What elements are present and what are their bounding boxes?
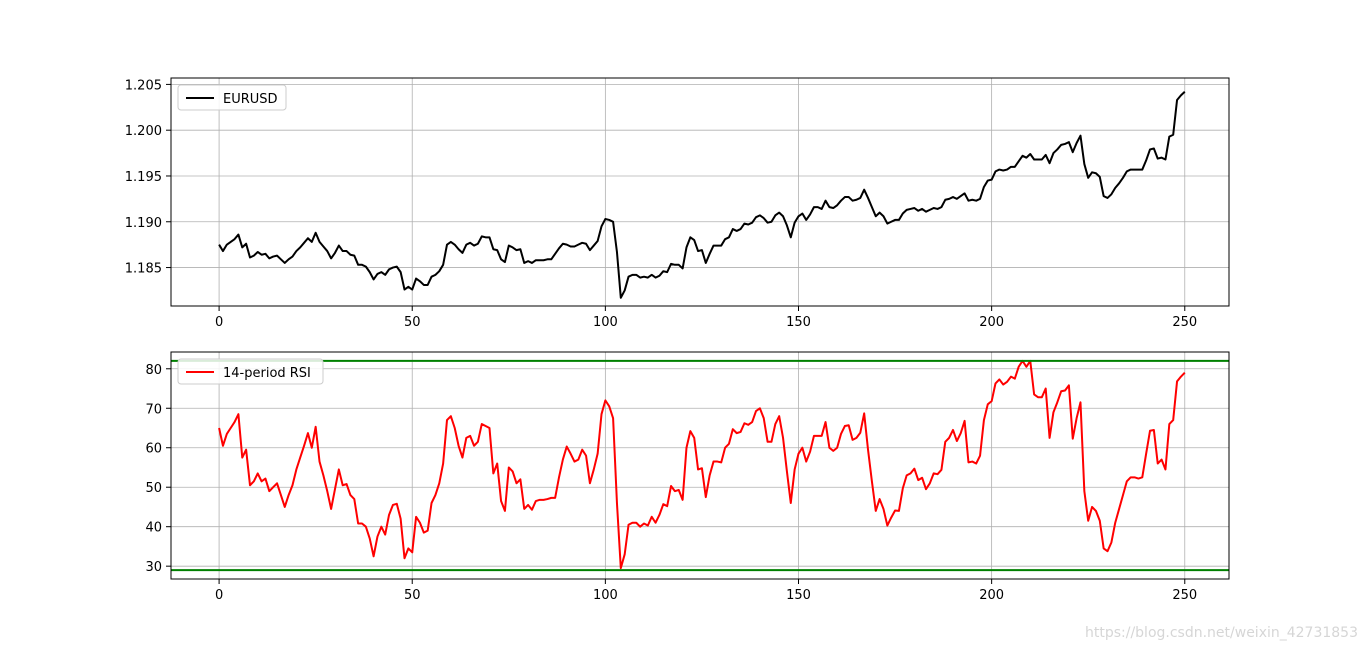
chart-panel-1: 0 50 100 150 200 250 1.185 1.190 1.195 1.200 1.205… bbox=[125, 77, 1230, 330]
x-tick-label: 200 bbox=[979, 315, 1004, 330]
legend: 14-period RSI bbox=[177, 358, 324, 385]
y-tick-label: 1.195 bbox=[125, 170, 162, 185]
x-tick-label: 250 bbox=[1172, 588, 1197, 603]
x-tick-label: 200 bbox=[979, 588, 1004, 603]
y-tick-label: 50 bbox=[145, 481, 162, 496]
x-tick-label: 100 bbox=[593, 588, 618, 603]
y-tick-label: 1.200 bbox=[125, 124, 162, 139]
y-tick-label: 1.185 bbox=[125, 262, 162, 277]
x-tick-label: 50 bbox=[404, 588, 421, 603]
y-tick-label: 70 bbox=[145, 402, 162, 417]
series-line-eurusd bbox=[218, 91, 1186, 299]
x-tick-label: 150 bbox=[786, 315, 811, 330]
y-tick-label: 1.190 bbox=[125, 216, 162, 231]
x-tick-label: 50 bbox=[404, 315, 421, 330]
y-tick-label: 30 bbox=[145, 560, 162, 575]
chart-panel-2: 0 50 100 150 200 250 30 40 50 60 70 80 14-period RSI bbox=[145, 351, 1230, 603]
legend-label: 14-period RSI bbox=[223, 366, 311, 381]
axes-frame bbox=[170, 351, 1230, 580]
y-tick-label: 80 bbox=[145, 363, 162, 378]
y-tick-label: 40 bbox=[145, 521, 162, 536]
watermark: https://blog.csdn.net/weixin_42731853 bbox=[1084, 625, 1358, 641]
x-tick-label: 150 bbox=[786, 588, 811, 603]
x-tick-label: 0 bbox=[215, 588, 223, 603]
legend-label: EURUSD bbox=[223, 92, 278, 107]
axes-frame bbox=[170, 77, 1230, 307]
x-tick-label: 100 bbox=[593, 315, 618, 330]
legend: EURUSD bbox=[177, 84, 287, 111]
legend-box bbox=[177, 358, 324, 385]
series-line-14-period-rsi bbox=[218, 359, 1186, 570]
y-tick-label: 60 bbox=[145, 442, 162, 457]
legend-box bbox=[177, 84, 287, 111]
x-tick-label: 0 bbox=[215, 315, 223, 330]
y-tick-label: 1.205 bbox=[125, 78, 162, 93]
x-tick-label: 250 bbox=[1172, 315, 1197, 330]
